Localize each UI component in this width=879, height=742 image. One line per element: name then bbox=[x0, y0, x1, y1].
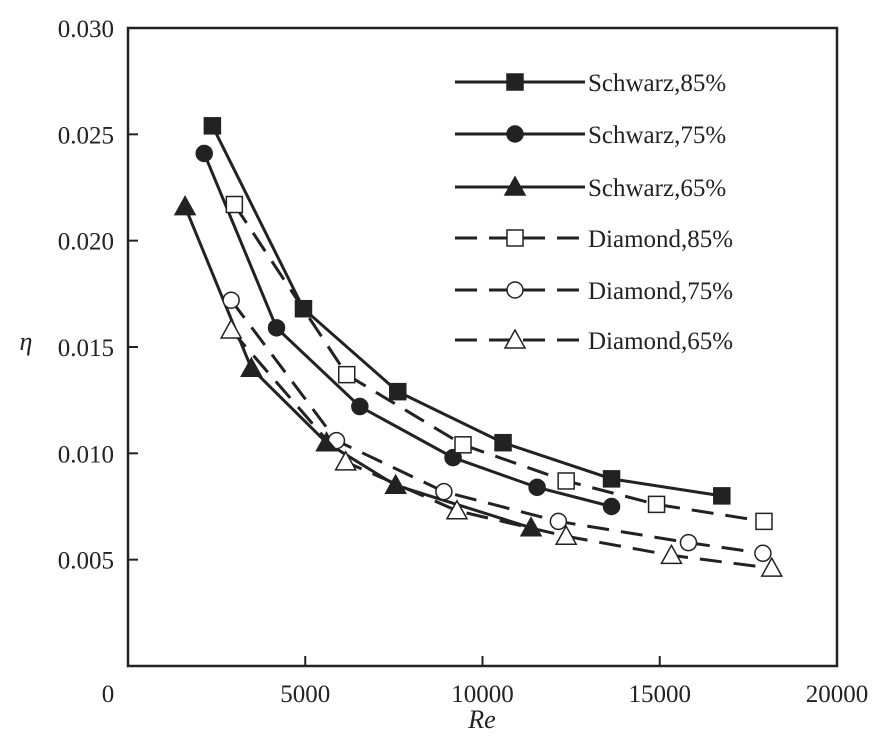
data-point bbox=[389, 382, 407, 401]
legend-entry: Diamond,75% bbox=[455, 278, 733, 305]
series-line bbox=[211, 125, 723, 498]
data-point bbox=[549, 512, 568, 531]
series-line bbox=[183, 206, 532, 530]
legend-label: Schwarz,75% bbox=[588, 122, 726, 149]
legend-label: Diamond,85% bbox=[588, 226, 733, 253]
data-point bbox=[435, 482, 453, 501]
y-tick-label: 0.015 bbox=[58, 335, 114, 362]
legend-entry: Schwarz,75% bbox=[455, 122, 726, 149]
data-point bbox=[557, 472, 575, 490]
x-tick-label: 15000 bbox=[629, 681, 692, 708]
data-point bbox=[337, 365, 356, 384]
legend-marker bbox=[506, 125, 524, 143]
data-point bbox=[195, 144, 213, 163]
legend-label: Diamond,65% bbox=[588, 328, 733, 355]
legend-entry: Schwarz,65% bbox=[455, 175, 726, 202]
series-line bbox=[202, 152, 612, 508]
y-tick-label: 0.005 bbox=[58, 548, 114, 575]
y-tick-label: 0.020 bbox=[58, 229, 114, 256]
data-point bbox=[203, 117, 222, 135]
legend-label: Schwarz,85% bbox=[588, 70, 726, 97]
data-point bbox=[602, 470, 621, 488]
data-point bbox=[660, 543, 683, 565]
data-point bbox=[647, 495, 666, 514]
series-schwarz-85- bbox=[203, 117, 731, 505]
legend-marker bbox=[506, 281, 524, 299]
data-point bbox=[219, 318, 243, 339]
legend-label: Diamond,75% bbox=[588, 278, 733, 305]
data-point bbox=[240, 356, 263, 378]
data-point bbox=[494, 433, 512, 452]
data-point bbox=[267, 319, 286, 337]
legend-entry: Schwarz,85% bbox=[455, 70, 726, 97]
data-point bbox=[334, 450, 357, 471]
data-point bbox=[519, 516, 543, 537]
x-tick-label: 0 bbox=[102, 681, 115, 708]
legend-label: Schwarz,65% bbox=[588, 175, 726, 202]
data-point bbox=[222, 291, 240, 309]
data-point bbox=[528, 478, 546, 497]
y-tick-label: 0.030 bbox=[58, 16, 114, 43]
data-point bbox=[754, 544, 772, 563]
series-line bbox=[229, 299, 764, 555]
data-point bbox=[454, 436, 472, 454]
y-tick-label: 0.025 bbox=[58, 122, 114, 149]
data-point bbox=[760, 556, 784, 577]
series-line bbox=[230, 329, 772, 570]
x-tick-label: 20000 bbox=[806, 681, 869, 708]
data-point bbox=[173, 195, 197, 216]
y-axis-title: η bbox=[20, 327, 33, 356]
x-tick-label: 5000 bbox=[280, 681, 330, 708]
data-point bbox=[444, 448, 462, 467]
data-point bbox=[755, 512, 773, 531]
series-diamond-65- bbox=[219, 318, 784, 577]
legend-entry: Diamond,65% bbox=[455, 328, 733, 355]
data-point bbox=[445, 499, 469, 520]
data-point bbox=[384, 473, 407, 494]
legend-marker bbox=[506, 73, 524, 91]
legend-marker bbox=[503, 328, 527, 349]
data-point bbox=[225, 195, 244, 214]
series-line bbox=[233, 203, 765, 523]
data-point bbox=[713, 487, 731, 505]
series-diamond-75- bbox=[222, 291, 772, 563]
x-axis-title: Re bbox=[467, 705, 495, 734]
y-tick-label: 0.010 bbox=[58, 441, 114, 468]
data-point bbox=[679, 533, 698, 552]
series-schwarz-75- bbox=[195, 144, 621, 516]
legend-marker bbox=[503, 175, 527, 196]
legend-entry: Diamond,85% bbox=[455, 226, 733, 253]
legend-marker bbox=[506, 229, 524, 247]
data-point bbox=[554, 524, 578, 546]
x-tick-label: 10000 bbox=[451, 681, 514, 708]
data-point bbox=[351, 397, 369, 416]
series-schwarz-65- bbox=[173, 195, 543, 537]
data-point bbox=[602, 497, 621, 516]
series-diamond-85- bbox=[225, 195, 773, 531]
